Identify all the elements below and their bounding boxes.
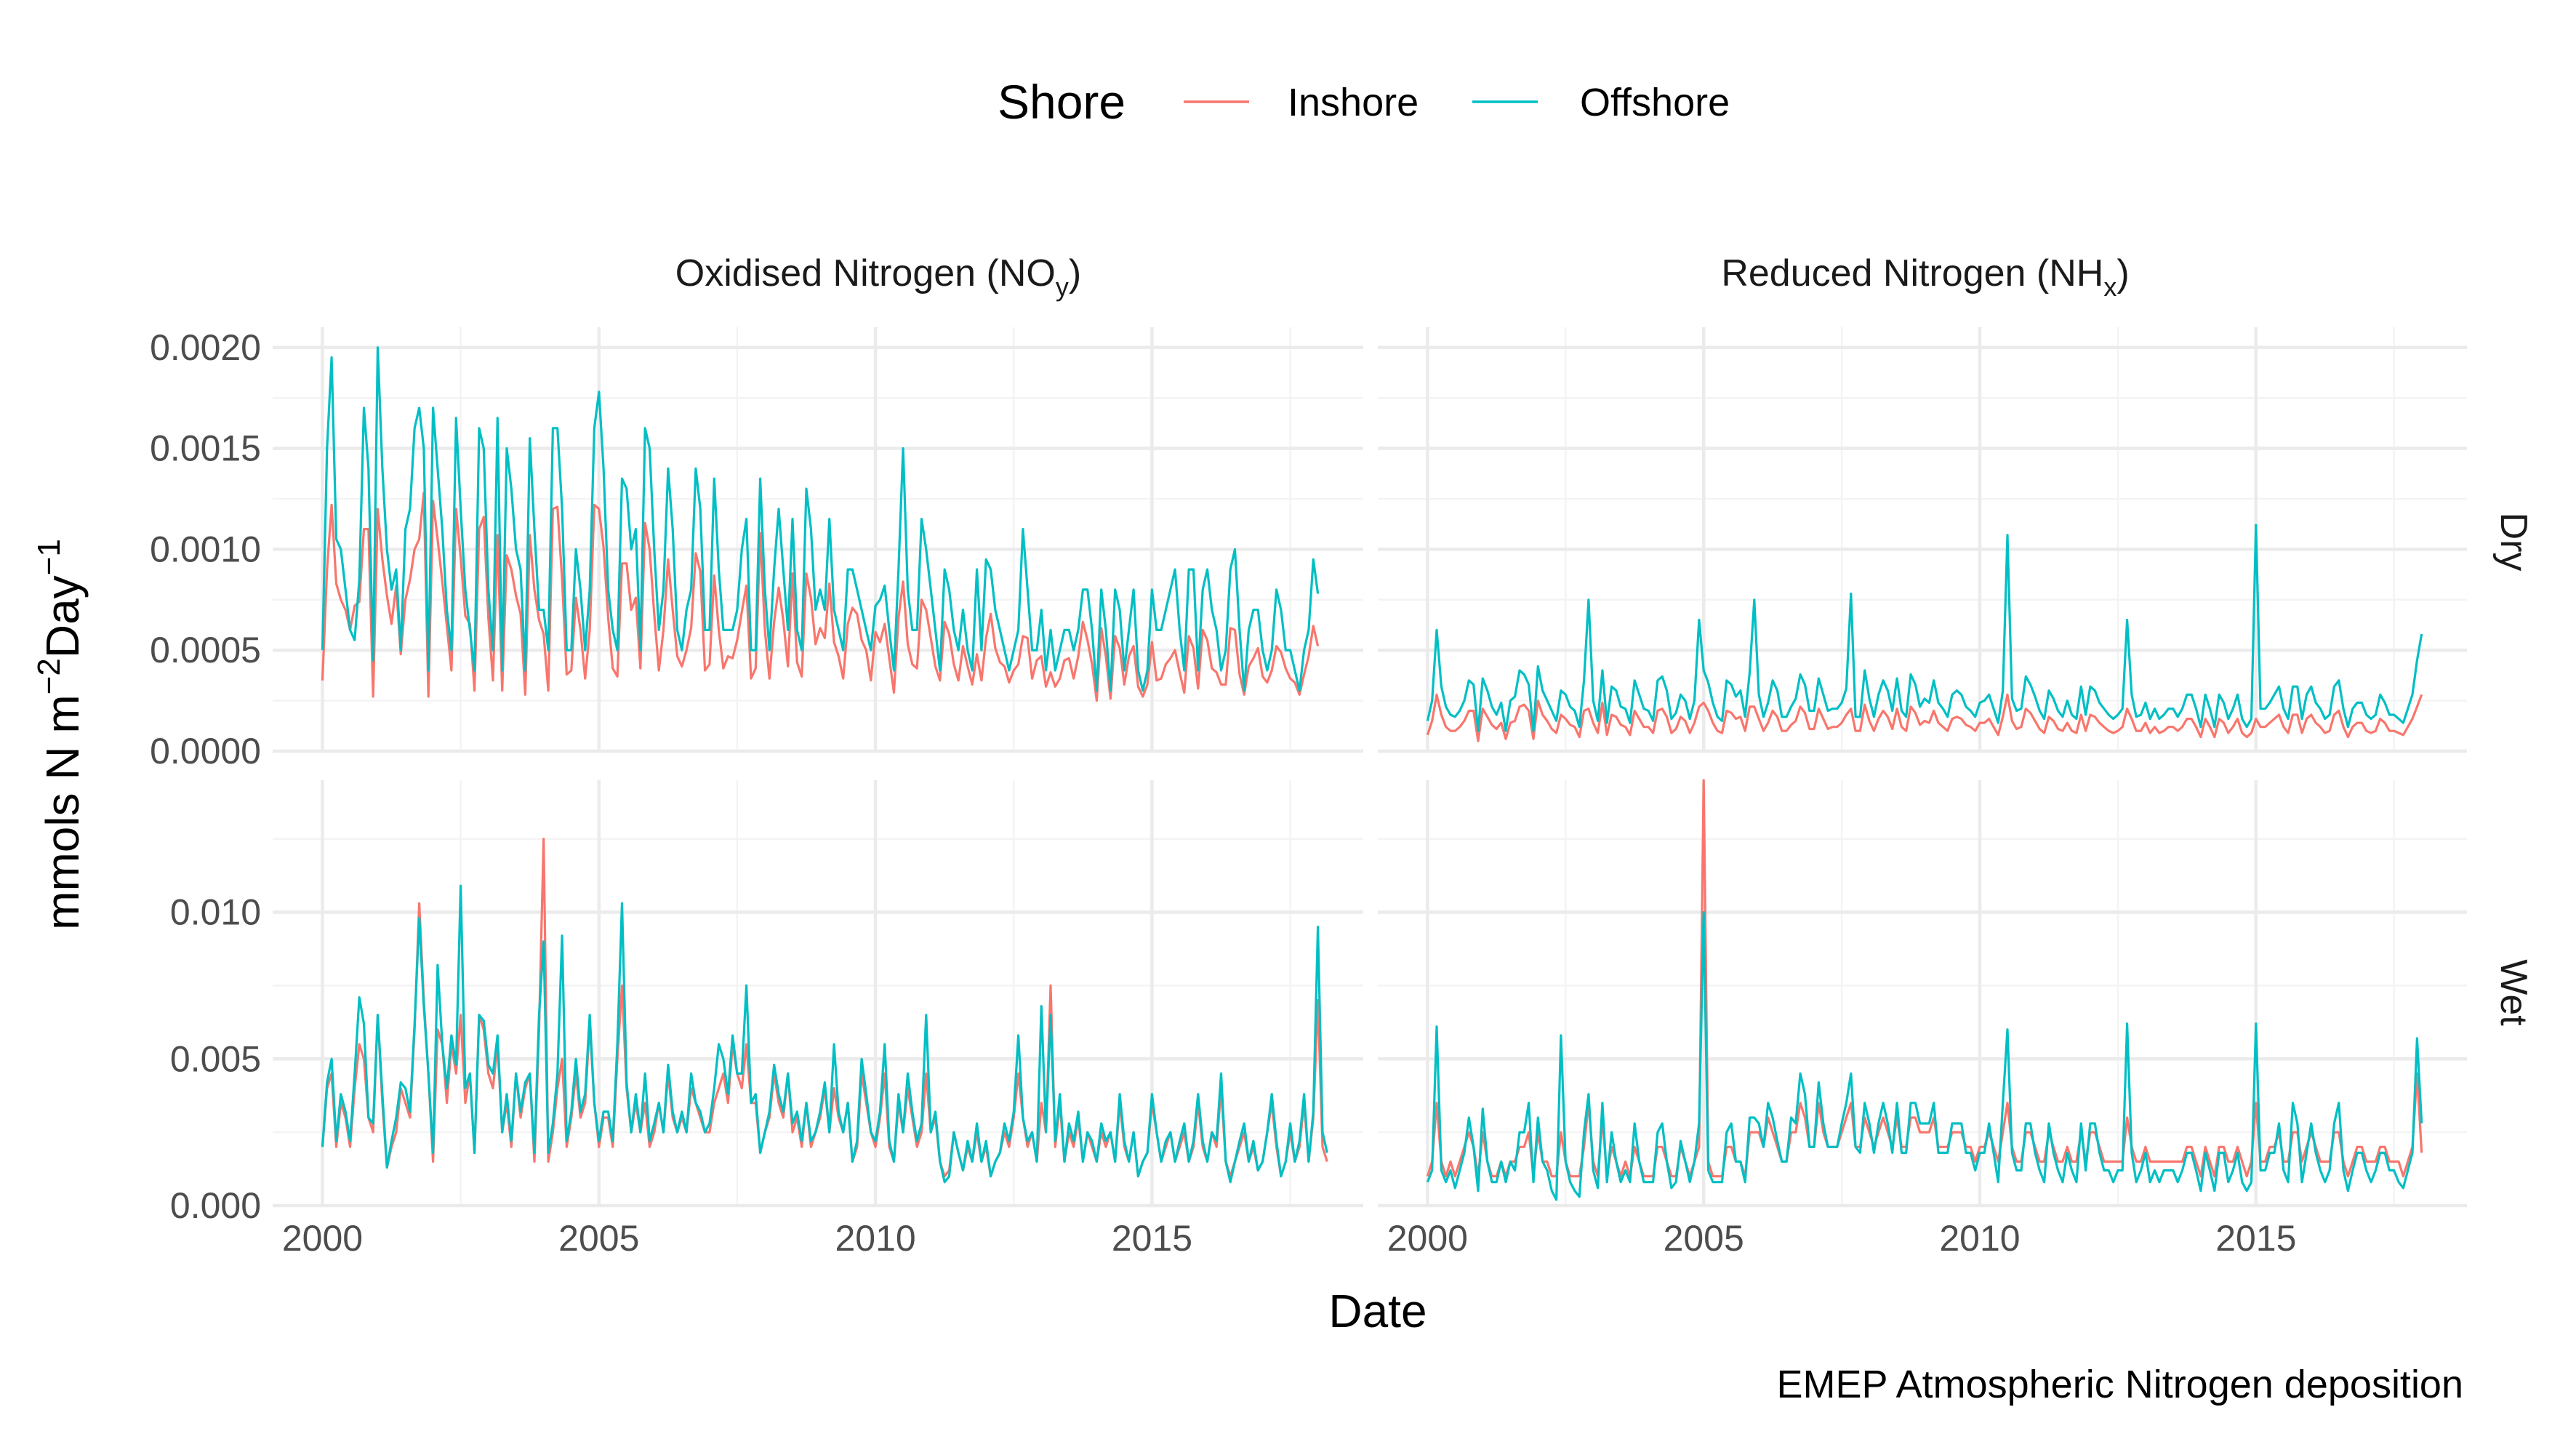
y-tick-label: 0.005: [170, 1038, 261, 1079]
y-tick-label: 0.0015: [150, 428, 261, 469]
y-tick-label: 0.0000: [150, 731, 261, 771]
legend-label-inshore: Inshore: [1288, 81, 1419, 124]
y-tick-label: 0.0005: [150, 630, 261, 670]
strip-reduced-main: Reduced Nitrogen (NH: [1721, 252, 2103, 294]
series-line-offshore: [321, 346, 1320, 692]
y-axis-title-sup2: −1: [31, 539, 67, 575]
series-line-offshore: [321, 884, 1328, 1184]
series-line-inshore: [1426, 693, 2423, 742]
y-axis-title-main: mmols N m: [36, 694, 89, 930]
panels-layer: 0.0000 0.0005 0.0010 0.0015 0.0020 0.000 0.005…: [150, 327, 2467, 1259]
strip-reduced-end: ): [2116, 252, 2129, 294]
x-tick-label: 2005: [1664, 1218, 1744, 1259]
legend-title: Shore: [998, 75, 1126, 129]
x-tick-label: 2010: [1939, 1218, 2020, 1259]
y-axis-title-mid: Day: [36, 575, 89, 658]
strip-label-dry: Dry: [2492, 513, 2535, 572]
y-axis-title: mmols N m−2Day−1: [31, 539, 89, 930]
strip-label-oxidised: Oxidised Nitrogen (NOy): [675, 252, 1081, 302]
strip-oxidised-main: Oxidised Nitrogen (NO: [675, 252, 1056, 294]
y-tick-label: 0.0020: [150, 327, 261, 368]
x-axis-title: Date: [1328, 1285, 1427, 1337]
panel-dry-reduced: [1378, 327, 2467, 753]
series-line-inshore: [321, 491, 1320, 702]
y-tick-label: 0.0010: [150, 529, 261, 569]
y-axis-title-sup1: −2: [31, 658, 67, 694]
x-tick-label: 2010: [835, 1218, 915, 1259]
strip-reduced-sub: x: [2103, 272, 2116, 302]
panel-dry-oxidised: 0.0000 0.0005 0.0010 0.0015 0.0020: [150, 327, 1363, 771]
caption: EMEP Atmospheric Nitrogen deposition: [1777, 1363, 2464, 1406]
legend: Shore Inshore Offshore: [998, 75, 1730, 129]
legend-label-offshore: Offshore: [1580, 81, 1730, 124]
y-tick-label: 0.010: [170, 892, 261, 933]
strip-label-wet: Wet: [2492, 959, 2535, 1026]
strip-oxidised-end: ): [1069, 252, 1081, 294]
panel-wet-reduced: 2000 2005 2010 2015: [1378, 779, 2467, 1259]
x-tick-label: 2015: [1112, 1218, 1192, 1259]
x-tick-label: 2000: [282, 1218, 363, 1259]
panel-wet-oxidised: 0.000 0.005 0.010 2000 2005 2010 2015: [170, 780, 1363, 1259]
y-tick-label: 0.000: [170, 1185, 261, 1226]
series-line-offshore: [1426, 524, 2423, 732]
x-tick-label: 2000: [1387, 1218, 1468, 1259]
strip-oxidised-sub: y: [1056, 272, 1069, 302]
x-tick-label: 2015: [2215, 1218, 2296, 1259]
x-tick-label: 2005: [558, 1218, 639, 1259]
strip-label-reduced: Reduced Nitrogen (NHx): [1721, 252, 2129, 302]
series-line-offshore: [1426, 910, 2423, 1201]
